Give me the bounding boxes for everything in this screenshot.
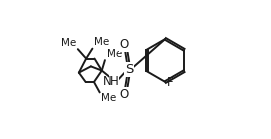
Text: O: O bbox=[120, 38, 129, 51]
Text: F: F bbox=[166, 76, 173, 89]
Text: Me: Me bbox=[94, 37, 109, 47]
Text: Me: Me bbox=[61, 38, 76, 48]
Text: Me: Me bbox=[107, 49, 122, 59]
Text: S: S bbox=[125, 63, 133, 76]
Text: N: N bbox=[103, 75, 112, 88]
Text: Me: Me bbox=[101, 94, 116, 103]
Text: H: H bbox=[109, 75, 118, 88]
Text: O: O bbox=[120, 88, 129, 101]
